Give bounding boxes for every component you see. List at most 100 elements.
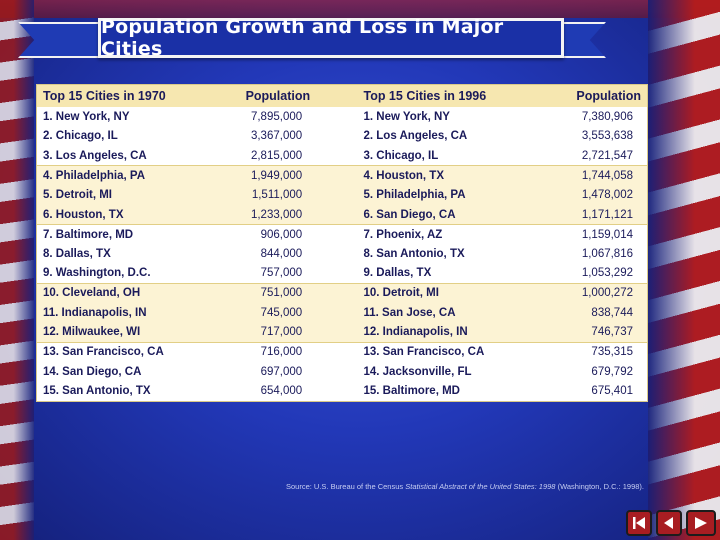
header-cities-1996: Top 15 Cities in 1996 [357, 85, 544, 107]
population-1970: 1,233,000 [223, 204, 317, 225]
population-1970: 906,000 [223, 224, 317, 245]
city-1970: 8. Dallas, TX [37, 244, 224, 264]
table-row: 5. Detroit, MI 1,511,000 5. Philadelphia, … [37, 185, 647, 205]
city-1970: 4. Philadelphia, PA [37, 165, 224, 186]
exit-icon [695, 517, 707, 529]
population-1970: 697,000 [223, 361, 317, 382]
city-1996: 8. San Antonio, TX [357, 244, 544, 264]
city-1970: 1. New York, NY [37, 107, 224, 127]
source-title: Statistical Abstract of the United State… [405, 482, 556, 491]
header-population-1996: Population [543, 85, 647, 107]
header-cities-1970: Top 15 Cities in 1970 [37, 85, 224, 107]
table-row: 1. New York, NY 7,895,000 1. New York, NY 7… [37, 107, 647, 127]
population-1970: 654,000 [223, 381, 317, 401]
population-1996: 7,380,906 [543, 107, 647, 127]
population-1970: 717,000 [223, 322, 317, 343]
city-1970: 7. Baltimore, MD [37, 224, 224, 245]
population-1996: 735,315 [543, 341, 647, 362]
city-1996: 7. Phoenix, AZ [357, 224, 544, 245]
row-gap [316, 302, 358, 323]
slide-title: Population Growth and Loss in Major Citi… [101, 16, 504, 60]
city-1996: 12. Indianapolis, IN [357, 322, 544, 343]
population-1970: 1,949,000 [223, 165, 317, 186]
header-population-1970: Population [223, 85, 317, 107]
city-1996: 4. Houston, TX [357, 165, 544, 186]
row-gap [316, 224, 358, 245]
population-1970: 716,000 [223, 341, 317, 362]
table-row: 6. Houston, TX 1,233,000 6. San Diego, CA 1… [37, 204, 647, 225]
table-row: 2. Chicago, IL 3,367,000 2. Los Angeles, C… [37, 126, 647, 147]
row-gap [316, 165, 358, 186]
table-row: 8. Dallas, TX 844,000 8. San Antonio, TX 1,… [37, 244, 647, 264]
row-gap [316, 341, 358, 362]
population-1970: 745,000 [223, 302, 317, 323]
city-1996: 5. Philadelphia, PA [357, 185, 544, 205]
table-row: 4. Philadelphia, PA 1,949,000 4. Houston, … [37, 165, 647, 186]
city-1970: 3. Los Angeles, CA [37, 146, 224, 166]
population-1996: 838,744 [543, 302, 647, 323]
city-1996: 15. Baltimore, MD [357, 381, 544, 401]
city-1996: 14. Jacksonville, FL [357, 361, 544, 382]
table-row: 15. San Antonio, TX 654,000 15. Baltimore,… [37, 381, 647, 401]
population-1996: 675,401 [543, 381, 647, 401]
city-1996: 9. Dallas, TX [357, 263, 544, 284]
banner-face: Population Growth and Loss in Major Citi… [98, 16, 564, 60]
table-row: 3. Los Angeles, CA 2,815,000 3. Chicago, I… [37, 146, 647, 166]
population-1996: 679,792 [543, 361, 647, 382]
exit-button[interactable] [686, 510, 716, 536]
city-1970: 15. San Antonio, TX [37, 381, 224, 401]
flag-right-decoration [648, 0, 720, 540]
flag-top-decoration [0, 0, 720, 18]
population-1970: 2,815,000 [223, 146, 317, 166]
population-1970: 844,000 [223, 244, 317, 264]
table-row: 7. Baltimore, MD 906,000 7. Phoenix, AZ 1,1… [37, 224, 647, 245]
population-1970: 3,367,000 [223, 126, 317, 147]
city-1996: 1. New York, NY [357, 107, 544, 127]
city-1996: 10. Detroit, MI [357, 282, 544, 303]
flag-left-decoration [0, 0, 34, 540]
population-1996: 1,159,014 [543, 224, 647, 245]
population-1996: 1,000,272 [543, 282, 647, 303]
row-gap [316, 146, 358, 166]
city-1996: 11. San Jose, CA [357, 302, 544, 323]
population-1996: 746,737 [543, 322, 647, 343]
population-1996: 2,721,547 [543, 146, 647, 166]
source-prefix: Source: U.S. Bureau of the Census [286, 482, 404, 491]
population-1996: 1,053,292 [543, 263, 647, 284]
skip-to-start-icon [633, 517, 645, 529]
first-slide-button[interactable] [626, 510, 652, 536]
population-1996: 1,067,816 [543, 244, 647, 264]
table-row: 13. San Francisco, CA 716,000 13. San Fran… [37, 341, 647, 362]
row-gap [316, 381, 358, 401]
header-gap [316, 85, 358, 107]
city-1970: 14. San Diego, CA [37, 361, 224, 382]
city-1970: 2. Chicago, IL [37, 126, 224, 147]
city-1996: 2. Los Angeles, CA [357, 126, 544, 147]
row-gap [316, 107, 358, 127]
title-banner: Population Growth and Loss in Major Citi… [18, 14, 606, 60]
row-gap [316, 204, 358, 225]
population-1970: 751,000 [223, 282, 317, 303]
back-button[interactable] [656, 510, 682, 536]
back-arrow-icon [664, 517, 673, 529]
city-1996: 3. Chicago, IL [357, 146, 544, 166]
table-row: 9. Washington, D.C. 757,000 9. Dallas, TX 1… [37, 263, 647, 284]
row-gap [316, 185, 358, 205]
banner-tail-left [18, 22, 108, 58]
row-gap [316, 244, 358, 264]
source-note: Source: U.S. Bureau of the Census Statis… [286, 482, 686, 491]
city-1970: 11. Indianapolis, IN [37, 302, 224, 323]
source-suffix: (Washington, D.C.: 1998). [557, 482, 645, 491]
population-1970: 757,000 [223, 263, 317, 284]
population-1996: 3,553,638 [543, 126, 647, 147]
population-1970: 1,511,000 [223, 185, 317, 205]
row-gap [316, 361, 358, 382]
city-1970: 5. Detroit, MI [37, 185, 224, 205]
city-1996: 6. San Diego, CA [357, 204, 544, 225]
city-1970: 9. Washington, D.C. [37, 263, 224, 284]
population-1996: 1,478,002 [543, 185, 647, 205]
population-1996: 1,171,121 [543, 204, 647, 225]
table-row: 14. San Diego, CA 697,000 14. Jacksonville… [37, 361, 647, 382]
row-gap [316, 126, 358, 147]
table-row: 12. Milwaukee, WI 717,000 12. Indianapolis… [37, 322, 647, 343]
